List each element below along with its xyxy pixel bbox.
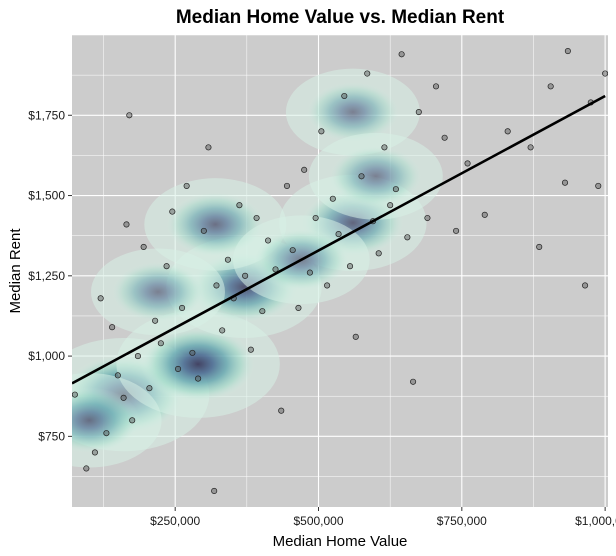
data-point: [547, 83, 554, 90]
data-point: [527, 144, 534, 151]
data-point: [175, 365, 182, 372]
chart-title: Median Home Value vs. Median Rent: [176, 7, 505, 28]
data-point: [169, 208, 176, 215]
data-point: [109, 324, 116, 331]
data-point: [123, 221, 130, 228]
data-point: [404, 234, 411, 241]
data-point: [83, 465, 90, 472]
data-point: [103, 430, 110, 437]
x-tick-label: $500,000: [293, 514, 343, 528]
data-point: [205, 144, 212, 151]
data-point: [358, 173, 365, 180]
data-point: [97, 295, 104, 302]
data-point: [306, 269, 313, 276]
data-point: [564, 48, 571, 55]
data-point: [324, 282, 331, 289]
data-point: [301, 166, 308, 173]
data-point: [91, 449, 98, 456]
data-point: [312, 214, 319, 222]
data-point: [224, 256, 231, 263]
density-fill: [72, 68, 443, 468]
data-point: [134, 353, 141, 360]
data-point: [120, 394, 127, 401]
x-axis: $250,000 $500,000 $750,000 $1,000,000: [150, 507, 616, 528]
density-core: [328, 145, 423, 207]
data-point: [602, 70, 608, 77]
data-point: [582, 282, 589, 289]
data-point: [415, 109, 422, 116]
data-point: [335, 231, 342, 238]
data-point: [140, 243, 147, 250]
data-point: [253, 214, 260, 222]
x-tick-label: $250,000: [150, 514, 200, 528]
data-point: [247, 346, 254, 353]
data-point: [341, 92, 348, 100]
data-point: [375, 250, 382, 257]
data-point: [272, 266, 279, 273]
data-point: [561, 179, 569, 186]
data-point: [352, 333, 359, 340]
data-point: [410, 378, 417, 385]
data-point: [289, 247, 296, 254]
data-point: [283, 182, 291, 189]
data-point: [195, 375, 202, 382]
data-point: [152, 317, 159, 324]
data-point: [126, 112, 133, 119]
x-tick-label: $1,000,000: [575, 514, 616, 528]
data-point: [278, 407, 285, 414]
data-point: [387, 202, 394, 209]
data-point: [157, 340, 164, 347]
data-point: [236, 202, 243, 209]
data-point: [453, 227, 460, 234]
data-point: [189, 349, 196, 356]
data-point: [146, 385, 153, 392]
data-point: [211, 487, 218, 494]
data-point: [72, 391, 78, 398]
data-point: [464, 160, 471, 167]
data-point: [424, 214, 431, 222]
density-core: [111, 261, 205, 323]
data-point: [595, 182, 602, 189]
data-point: [213, 282, 220, 289]
density-core: [140, 326, 256, 402]
data-point: [179, 304, 186, 311]
data-point: [242, 272, 249, 279]
y-tick-label: $750: [38, 429, 65, 443]
y-tick-label: $1,000: [28, 349, 65, 363]
data-points: [72, 48, 608, 494]
density-core: [72, 387, 140, 454]
density-core: [305, 81, 400, 143]
data-point: [432, 83, 440, 90]
data-point: [481, 211, 488, 218]
data-point: [265, 237, 272, 244]
data-point: [163, 263, 170, 270]
data-point: [259, 308, 266, 315]
data-point: [504, 128, 511, 135]
data-point: [398, 51, 405, 58]
y-tick-label: $1,500: [28, 189, 65, 203]
data-point: [219, 327, 226, 334]
x-tick-label: $750,000: [437, 514, 487, 528]
data-point: [129, 417, 136, 424]
data-point: [200, 227, 207, 234]
data-point: [364, 70, 371, 77]
data-point: [183, 182, 190, 189]
data-point: [441, 134, 448, 141]
trend-line: [72, 94, 606, 385]
y-axis: $750 $1,000 $1,250 $1,500 $1,750: [28, 108, 72, 443]
data-point: [295, 304, 302, 311]
y-axis-title: Median Rent: [7, 228, 24, 314]
data-point: [318, 128, 325, 135]
y-tick-label: $1,750: [28, 108, 65, 122]
data-point: [346, 263, 354, 270]
data-point: [392, 186, 399, 193]
data-point: [329, 195, 336, 202]
data-point: [536, 243, 543, 250]
y-tick-label: $1,250: [28, 269, 65, 283]
data-point: [381, 144, 388, 151]
data-point: [114, 372, 121, 379]
x-axis-title: Median Home Value: [273, 533, 408, 550]
